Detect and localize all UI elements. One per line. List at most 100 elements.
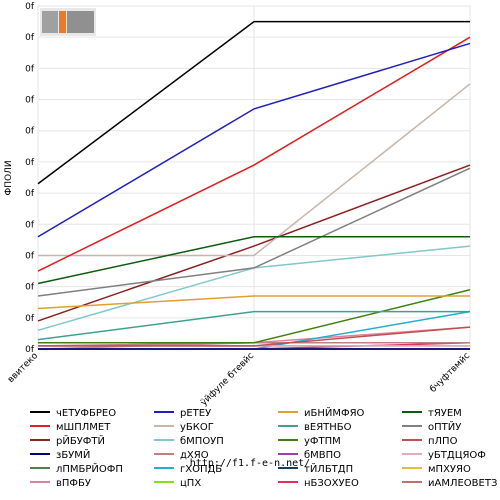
legend-label: вЕЯТНБО xyxy=(304,422,352,433)
legend-swatch xyxy=(278,439,298,441)
legend-swatch xyxy=(154,425,174,427)
series-line xyxy=(38,326,471,347)
legend-entry: уБКОГ xyxy=(154,422,214,434)
legend-label: дХЯО xyxy=(180,450,209,461)
legend-label: уБКОГ xyxy=(180,422,214,433)
legend-entry: мШПЛМЕТ xyxy=(30,422,110,434)
legend-swatch xyxy=(154,439,174,441)
legend-label: гХОПДБ xyxy=(180,464,223,475)
legend-entry: иБНЙМФЯО xyxy=(278,408,364,420)
legend-entry: тЙЛБТДП xyxy=(278,464,353,476)
legend-entry: уБТДЦЯОФ xyxy=(402,450,486,462)
legend-swatch xyxy=(30,453,50,455)
legend-swatch xyxy=(402,439,422,441)
legend-entry: пЛПО xyxy=(402,436,457,448)
legend-swatch xyxy=(30,467,50,469)
series-line xyxy=(38,289,471,344)
legend-swatch xyxy=(30,439,50,441)
y-tick-label: 0f xyxy=(25,64,35,74)
legend-entry: зБУМЙ xyxy=(30,450,90,462)
y-tick-label: 0f xyxy=(25,158,35,168)
y-tick-label: 0f xyxy=(25,220,35,230)
y-tick-label: 0f xyxy=(25,127,35,137)
y-tick-label: 0f xyxy=(25,283,35,293)
y-tick-label: 0f xyxy=(25,189,35,199)
legend-label: оПТЙУ xyxy=(428,422,462,433)
series-line xyxy=(37,20,470,185)
legend-entry: вПФБУ xyxy=(30,478,91,490)
x-tick-label: ÿйфуле бтевйс xyxy=(199,351,256,408)
y-tick-label: 0f xyxy=(25,33,35,43)
series-line xyxy=(38,83,471,257)
legend-swatch xyxy=(278,467,298,469)
y-tick-label: 0f xyxy=(25,96,35,106)
legend-swatch xyxy=(402,453,422,455)
legend-label: бМПОУП xyxy=(180,436,224,447)
legend-entry: рЕТЕУ xyxy=(154,408,211,420)
legend-label: рЙБУФТЙ xyxy=(56,436,105,447)
legend-swatch xyxy=(278,453,298,455)
legend-entry: цПХ xyxy=(154,478,201,490)
legend-label: тЙЛБТДП xyxy=(304,464,354,475)
legend-label: вПФБУ xyxy=(56,478,91,489)
legend-swatch xyxy=(154,411,174,413)
legend-label: иАМЛЕОВЕТЗ xyxy=(428,478,498,489)
legend-label: нБЗОХУЕО xyxy=(304,478,359,489)
legend-swatch xyxy=(154,467,174,469)
legend-entry: иАМЛЕОВЕТЗ xyxy=(402,478,497,490)
series-line xyxy=(37,235,470,285)
legend-entry: бМПОУП xyxy=(154,436,224,448)
line-chart: 0f 0f 0f 0f 0f 0f 0f 0f 0f 0f 0f 0f ввитеко ÿйфуле б… xyxy=(4,2,472,408)
legend-swatch xyxy=(402,411,422,413)
legend-swatch xyxy=(154,481,174,483)
series-line xyxy=(37,310,470,341)
legend-label: мПХУЯО xyxy=(428,464,471,475)
y-tick-label: 0f xyxy=(25,251,35,261)
legend-swatch xyxy=(30,411,50,413)
legend-entry: уФТПМ xyxy=(278,436,341,448)
legend-label: уФТПМ xyxy=(304,436,341,447)
legend-label: рЕТЕУ xyxy=(180,408,212,419)
legend-entry: вЕЯТНБО xyxy=(278,422,352,434)
f1en-logo xyxy=(40,8,96,36)
y-tick-label: 0f xyxy=(25,2,35,12)
legend-swatch xyxy=(278,481,298,483)
series-line xyxy=(37,164,471,322)
legend-entry: лПМБРЙОФП xyxy=(30,464,123,476)
legend-label: зБУМЙ xyxy=(56,450,91,461)
x-tick-labels: ввитеко ÿйфуле бтевйс бчуфтвмйс xyxy=(6,351,472,408)
legend-entry: тЯУЕМ xyxy=(402,408,462,420)
legend-label: лПМБРЙОФП xyxy=(56,464,123,475)
legend-entry: дХЯО xyxy=(154,450,209,462)
legend-swatch xyxy=(402,467,422,469)
legend-entry: нБЗОХУЕО xyxy=(278,478,359,490)
legend-label: уБТДЦЯОФ xyxy=(428,450,486,461)
legend-entry: бМВПО xyxy=(278,450,341,462)
legend-entry: оПТЙУ xyxy=(402,422,461,434)
legend-entry: рЙБУФТЙ xyxy=(30,436,105,448)
legend-swatch xyxy=(278,411,298,413)
legend-label: бМВПО xyxy=(304,450,342,461)
x-tick-label: ввитеко xyxy=(6,351,40,385)
legend-entry: гХОПДБ xyxy=(154,464,222,476)
legend-label: мШПЛМЕТ xyxy=(56,422,111,433)
legend-label: пЛПО xyxy=(428,436,458,447)
series-group xyxy=(37,20,471,350)
series-line xyxy=(37,42,471,238)
y-tick-label: 0f xyxy=(25,345,35,355)
x-tick-label: бчуфтвмйс xyxy=(428,351,472,395)
legend-swatch xyxy=(154,453,174,455)
y-tick-labels: 0f 0f 0f 0f 0f 0f 0f 0f 0f 0f 0f 0f xyxy=(25,2,35,355)
series-line xyxy=(37,167,471,297)
legend-label: цПХ xyxy=(180,478,202,489)
legend-swatch xyxy=(278,425,298,427)
y-tick-label: 0f xyxy=(25,314,35,324)
y-axis-label: ФПОЛИ xyxy=(4,160,14,195)
legend-entry: мПХУЯО xyxy=(402,464,471,476)
legend-label: тЯУЕМ xyxy=(428,408,462,419)
legend-entry: чЕТУФБРЕО xyxy=(30,408,116,420)
legend-swatch xyxy=(402,425,422,427)
legend-label: чЕТУФБРЕО xyxy=(56,408,117,419)
legend-label: иБНЙМФЯО xyxy=(304,408,365,419)
footer-url[interactable]: http://f1.f-e-n.net/ xyxy=(189,458,311,469)
